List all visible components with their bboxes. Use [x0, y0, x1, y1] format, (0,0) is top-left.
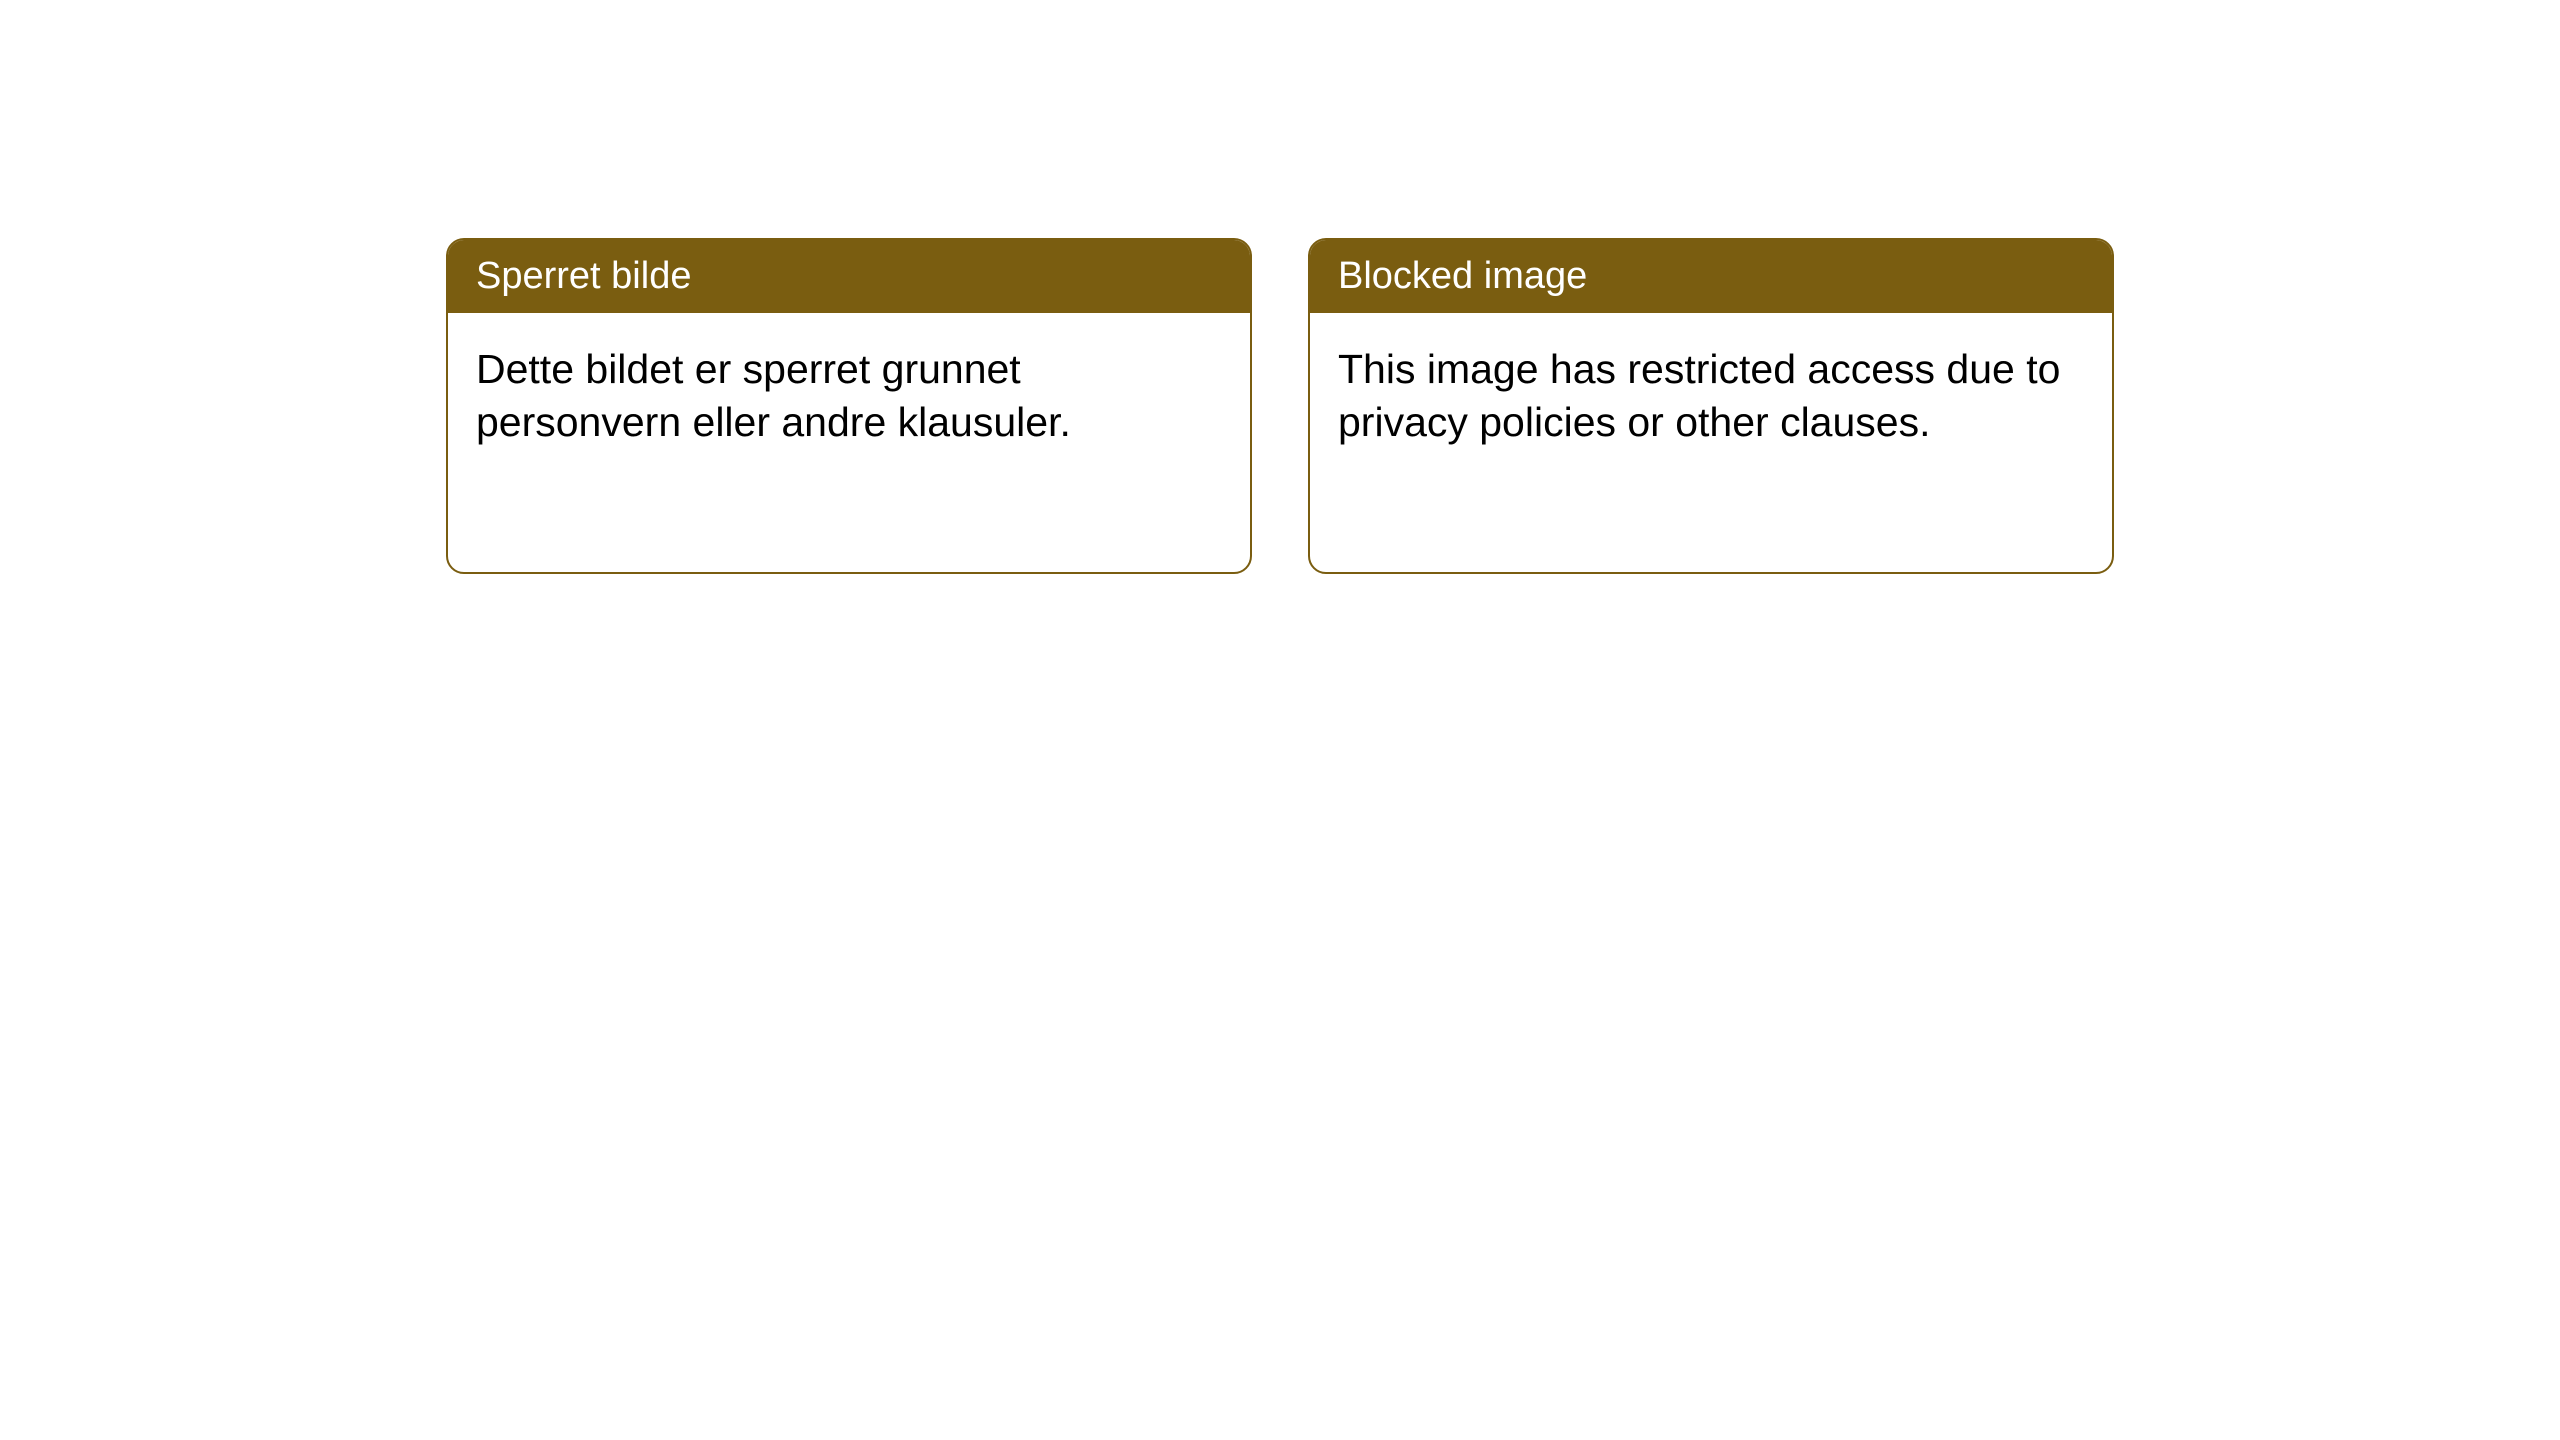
notice-card-norwegian: Sperret bilde Dette bildet er sperret gr…	[446, 238, 1252, 574]
notice-title-english: Blocked image	[1338, 255, 1587, 297]
notice-body-english: This image has restricted access due to …	[1310, 313, 2112, 478]
notice-text-english: This image has restricted access due to …	[1338, 346, 2060, 444]
notice-header-english: Blocked image	[1310, 240, 2112, 313]
notice-header-norwegian: Sperret bilde	[448, 240, 1250, 313]
notice-body-norwegian: Dette bildet er sperret grunnet personve…	[448, 313, 1250, 478]
notice-container: Sperret bilde Dette bildet er sperret gr…	[446, 238, 2114, 574]
notice-text-norwegian: Dette bildet er sperret grunnet personve…	[476, 346, 1071, 444]
notice-card-english: Blocked image This image has restricted …	[1308, 238, 2114, 574]
notice-title-norwegian: Sperret bilde	[476, 255, 691, 297]
